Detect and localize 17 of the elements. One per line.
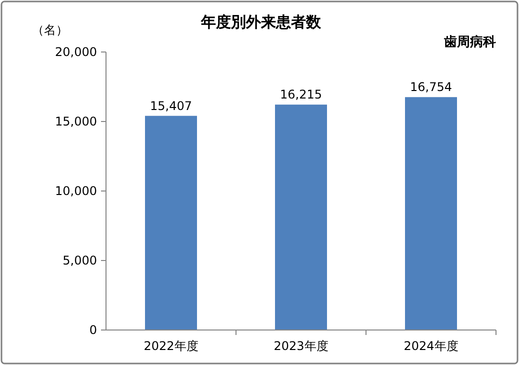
y-axis-title: （名）	[32, 23, 68, 37]
y-tick-label: 15,000	[55, 114, 97, 129]
data-label: 16,215	[280, 88, 322, 102]
x-tick-label: 2022年度	[144, 339, 198, 353]
x-tick-label: 2024年度	[404, 339, 458, 353]
y-tick-label: 10,000	[55, 184, 97, 198]
data-label: 16,754	[410, 80, 452, 94]
text: 歯周病科	[443, 34, 496, 50]
x-tick-label: 2023年度	[274, 339, 328, 353]
bar	[405, 97, 457, 330]
bar	[275, 104, 327, 330]
y-tick-label: 20,000	[55, 45, 97, 60]
chart-title: 年度別外来患者数	[200, 13, 322, 31]
bar	[145, 116, 197, 330]
data-label: 15,407	[150, 98, 192, 113]
y-tick-label: 5,000	[62, 254, 97, 268]
y-tick-label: 0	[89, 323, 97, 338]
